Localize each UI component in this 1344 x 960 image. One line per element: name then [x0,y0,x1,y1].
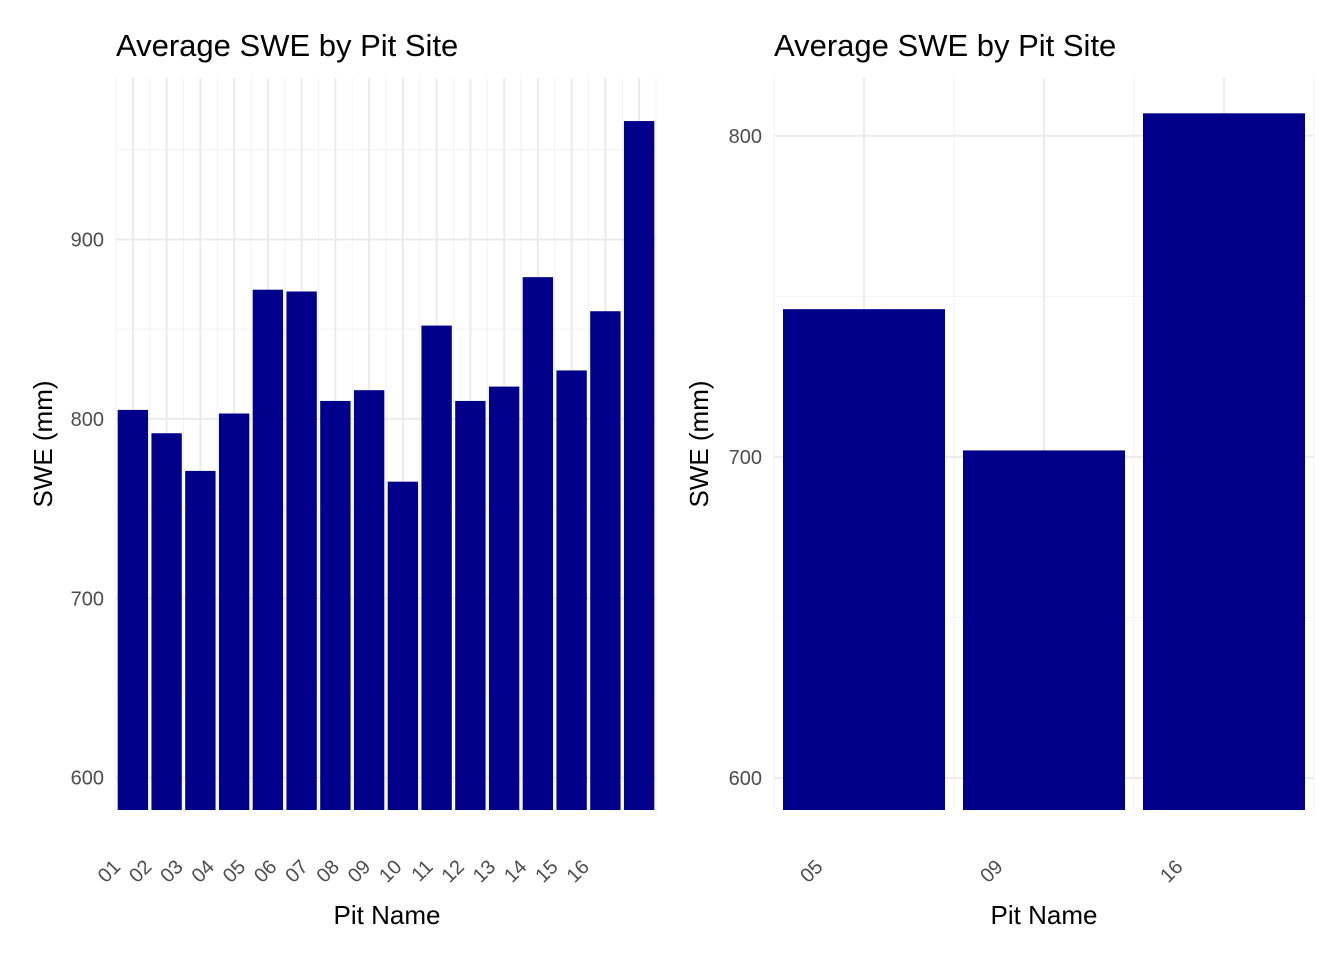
x-tick-label: 08 [313,856,344,887]
y-tick-label: 700 [729,447,762,469]
y-tick-label: 700 [71,588,104,610]
x-tick-label: 15 [531,856,562,887]
x-tick-label: 06 [250,856,281,887]
y-axis-label: SWE (mm) [684,380,714,507]
bar [624,121,654,810]
x-tick-labels: 01 02 03 04 05 06 07 08 09 10 11 12 13 14 15 16 [94,856,594,887]
y-tick-labels: 600 700 800 900 [71,229,104,789]
x-axis-label: Pit Name [991,900,1098,930]
x-tick-label: 05 [796,856,827,887]
bar [185,471,215,810]
bar [590,311,620,810]
x-tick-label: 07 [281,856,312,887]
bar [1143,113,1305,810]
bar [286,292,316,811]
bar [489,387,519,810]
x-tick-label: 16 [1156,856,1187,887]
bar [963,450,1125,810]
y-tick-label: 600 [729,768,762,790]
x-tick-label: 11 [407,856,437,886]
x-tick-label: 12 [438,856,469,887]
bar [354,390,384,810]
bar [455,401,485,810]
y-tick-label: 800 [729,126,762,148]
bar [320,401,350,810]
x-tick-label: 03 [156,856,187,887]
bar [783,309,945,810]
x-tick-label: 01 [94,856,125,887]
bar [523,277,553,810]
bar [219,414,249,811]
x-tick-label: 02 [125,856,156,887]
y-axis-label: SWE (mm) [28,380,58,507]
x-axis-label: Pit Name [334,900,441,930]
x-tick-label: 13 [469,856,500,887]
y-tick-label: 800 [71,409,104,431]
bar [151,433,181,810]
x-tick-label: 04 [188,856,219,887]
x-tick-label: 09 [344,856,375,887]
x-tick-labels: 05 09 16 [796,856,1187,887]
x-tick-label: 05 [219,856,250,887]
chart-right: 600 700 800 05 09 16 Average SWE by Pit Site… [684,28,1314,930]
x-tick-label: 09 [976,856,1007,887]
x-tick-label: 10 [375,856,406,887]
x-tick-label: 16 [563,856,594,887]
bar [253,290,283,810]
bar [388,482,418,810]
y-tick-label: 900 [71,229,104,251]
chart-title: Average SWE by Pit Site [774,28,1116,63]
y-tick-label: 600 [71,768,104,790]
chart-title: Average SWE by Pit Site [116,28,458,63]
bar [118,410,148,810]
x-tick-label: 14 [500,856,531,887]
y-tick-labels: 600 700 800 [729,126,762,790]
bar [421,326,451,810]
bar [556,370,586,810]
